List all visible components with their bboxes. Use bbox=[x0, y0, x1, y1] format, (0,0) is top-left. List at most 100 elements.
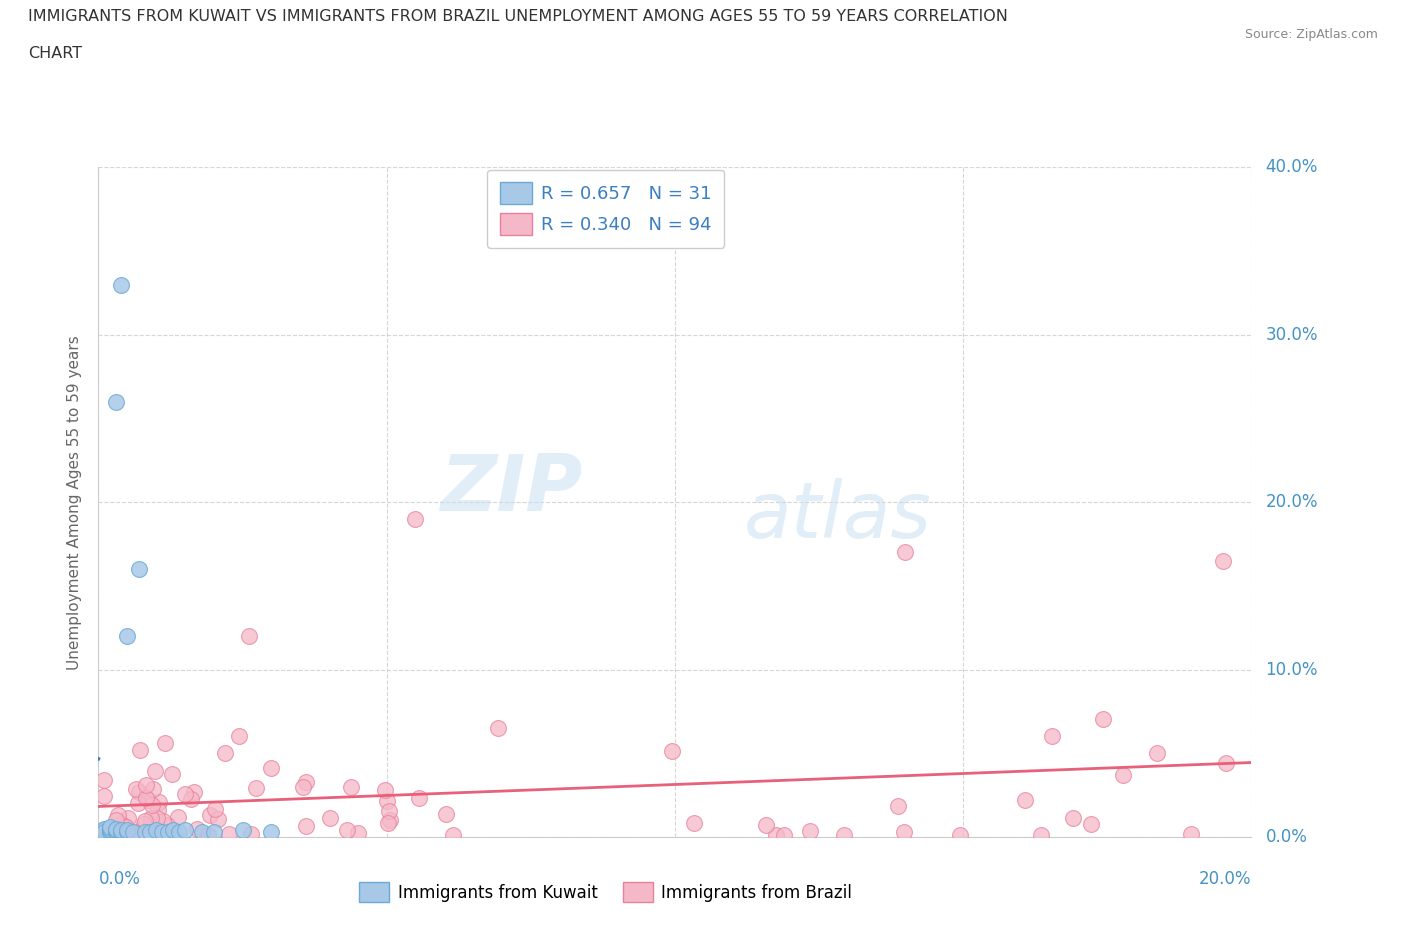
Point bbox=[198, 807, 221, 822]
Point bbox=[377, 816, 399, 830]
Point bbox=[197, 828, 219, 843]
Point bbox=[128, 742, 150, 757]
Point bbox=[98, 819, 121, 834]
Point bbox=[150, 825, 173, 840]
Point bbox=[100, 824, 122, 839]
Point bbox=[886, 799, 908, 814]
Point bbox=[162, 823, 184, 838]
Point bbox=[115, 820, 138, 835]
Point bbox=[434, 806, 457, 821]
Point bbox=[117, 823, 139, 838]
Point bbox=[207, 812, 229, 827]
Point bbox=[107, 807, 129, 822]
Point bbox=[104, 821, 127, 836]
Point bbox=[93, 823, 115, 838]
Point bbox=[1040, 728, 1063, 743]
Point bbox=[110, 823, 132, 838]
Text: ZIP: ZIP bbox=[440, 451, 582, 526]
Point bbox=[148, 803, 170, 817]
Point bbox=[160, 766, 183, 781]
Point bbox=[773, 828, 796, 843]
Text: 20.0%: 20.0% bbox=[1265, 493, 1317, 512]
Point bbox=[1146, 745, 1168, 760]
Point bbox=[683, 816, 706, 830]
Point bbox=[441, 828, 464, 843]
Point bbox=[167, 825, 190, 840]
Point bbox=[1212, 553, 1234, 568]
Point bbox=[295, 774, 318, 789]
Point bbox=[139, 825, 162, 840]
Text: atlas: atlas bbox=[744, 478, 932, 553]
Point bbox=[117, 629, 139, 644]
Point bbox=[191, 825, 214, 840]
Point bbox=[125, 781, 148, 796]
Point bbox=[1014, 792, 1036, 807]
Point bbox=[152, 814, 174, 829]
Point bbox=[340, 779, 363, 794]
Point bbox=[245, 781, 267, 796]
Point bbox=[139, 818, 162, 833]
Point bbox=[408, 790, 430, 805]
Point bbox=[755, 818, 778, 833]
Point bbox=[120, 828, 142, 843]
Point bbox=[336, 823, 359, 838]
Point bbox=[1062, 811, 1084, 826]
Point bbox=[183, 785, 205, 800]
Point bbox=[1215, 755, 1237, 770]
Point bbox=[104, 813, 127, 828]
Point bbox=[135, 777, 157, 792]
Point bbox=[145, 823, 167, 838]
Point bbox=[148, 795, 170, 810]
Point bbox=[186, 821, 208, 836]
Point bbox=[104, 825, 127, 840]
Text: 40.0%: 40.0% bbox=[1265, 158, 1317, 177]
Point bbox=[139, 810, 162, 825]
Point bbox=[98, 821, 121, 836]
Point bbox=[110, 277, 132, 292]
Point bbox=[1029, 828, 1052, 843]
Point bbox=[134, 825, 156, 840]
Text: 10.0%: 10.0% bbox=[1265, 660, 1317, 679]
Point bbox=[141, 797, 163, 812]
Point bbox=[156, 825, 179, 840]
Point bbox=[374, 783, 396, 798]
Text: CHART: CHART bbox=[28, 46, 82, 61]
Point bbox=[1112, 768, 1135, 783]
Y-axis label: Unemployment Among Ages 55 to 59 years: Unemployment Among Ages 55 to 59 years bbox=[67, 335, 83, 670]
Point bbox=[260, 825, 283, 840]
Point bbox=[218, 827, 240, 842]
Point bbox=[375, 793, 398, 808]
Point bbox=[110, 825, 132, 840]
Point bbox=[108, 825, 131, 840]
Point bbox=[134, 817, 156, 831]
Point bbox=[93, 789, 115, 804]
Point bbox=[117, 825, 139, 840]
Point bbox=[893, 824, 915, 839]
Point bbox=[122, 825, 145, 840]
Point bbox=[136, 792, 159, 807]
Point bbox=[238, 629, 260, 644]
Point bbox=[94, 828, 117, 843]
Point bbox=[294, 818, 316, 833]
Text: 30.0%: 30.0% bbox=[1265, 326, 1317, 344]
Point bbox=[166, 809, 188, 824]
Point bbox=[1091, 711, 1114, 726]
Point bbox=[765, 828, 787, 843]
Point bbox=[292, 779, 315, 794]
Text: Source: ZipAtlas.com: Source: ZipAtlas.com bbox=[1244, 28, 1378, 41]
Point bbox=[894, 545, 917, 560]
Point bbox=[378, 813, 401, 828]
Point bbox=[104, 823, 127, 838]
Point bbox=[378, 804, 401, 818]
Point bbox=[1180, 827, 1202, 842]
Point bbox=[135, 790, 157, 805]
Point bbox=[128, 784, 150, 799]
Point bbox=[661, 743, 683, 758]
Point bbox=[98, 823, 121, 838]
Text: 0.0%: 0.0% bbox=[1265, 828, 1308, 846]
Point bbox=[949, 828, 972, 843]
Point bbox=[204, 802, 226, 817]
Point bbox=[486, 720, 509, 735]
Point bbox=[117, 810, 139, 825]
Point bbox=[143, 764, 166, 778]
